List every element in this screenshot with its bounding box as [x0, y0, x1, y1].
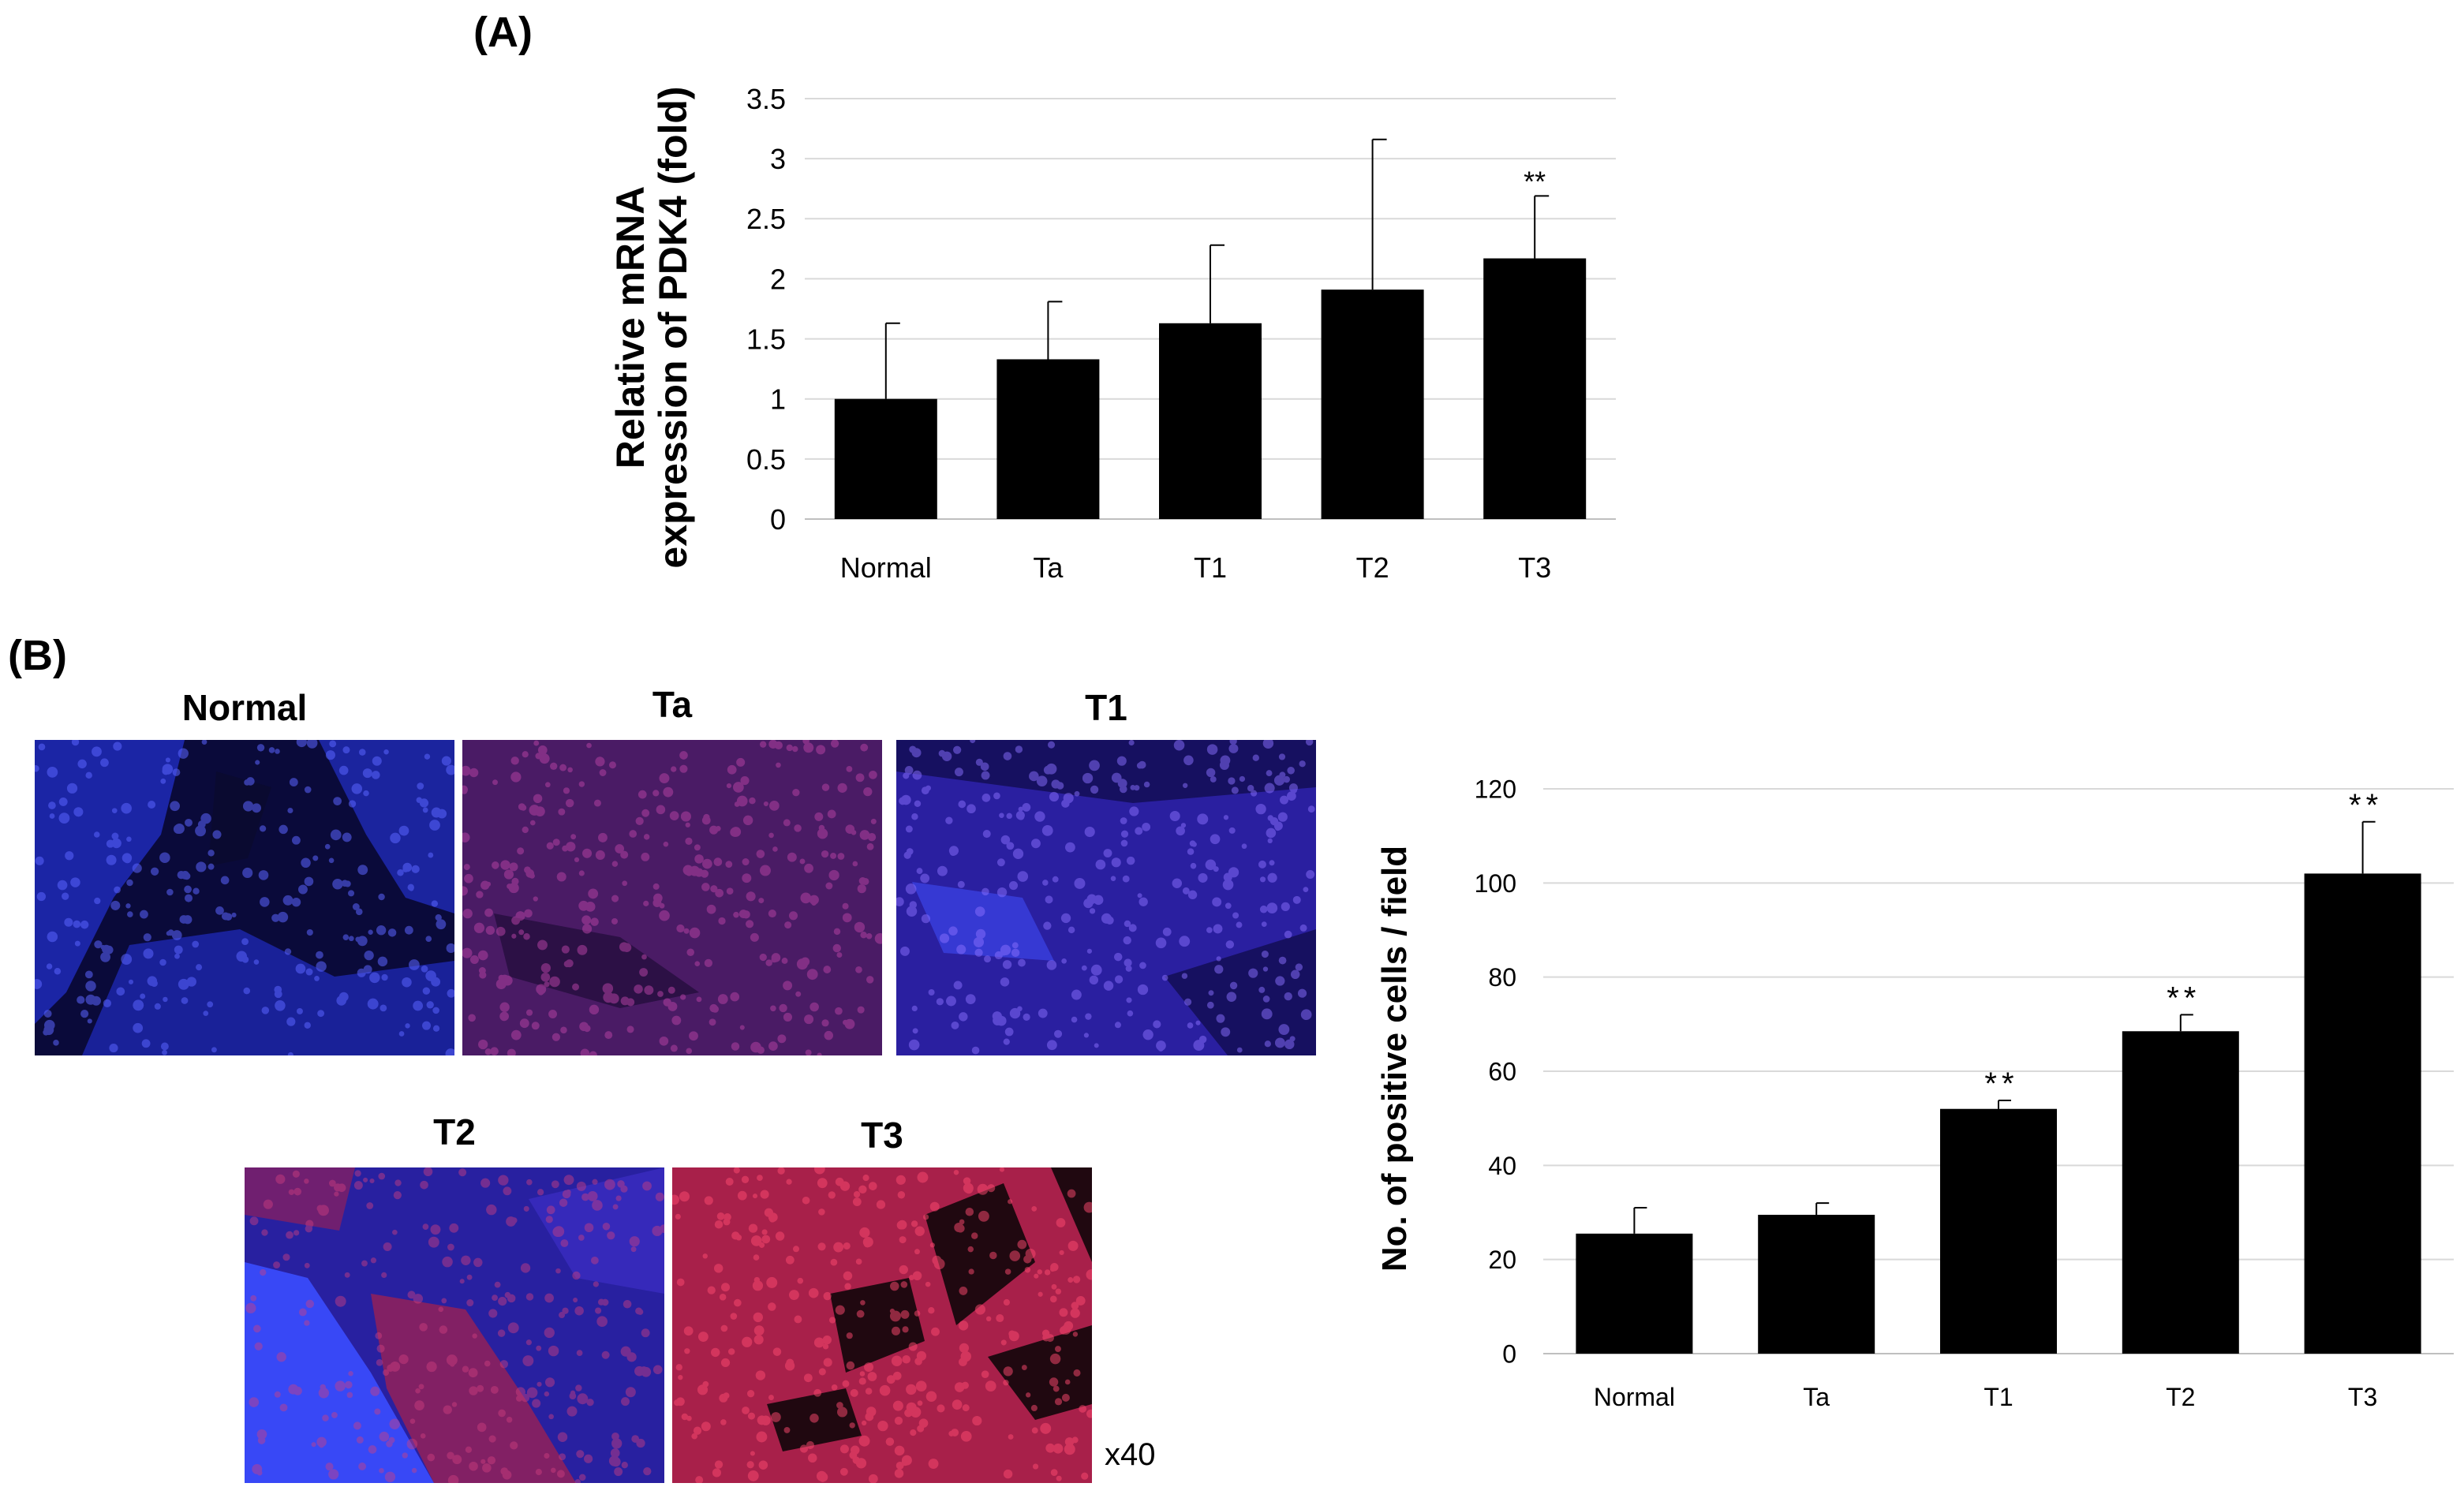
significance-label: ** — [1984, 1067, 2018, 1101]
x-tick-label: Ta — [1033, 551, 1064, 584]
bar-ta — [1758, 1214, 1875, 1354]
x-tick-label: T1 — [1984, 1383, 2013, 1411]
chart-a-ylabel-line2: expression of PDK4 (fold) — [651, 86, 695, 568]
x-tick-label: T3 — [1518, 551, 1551, 584]
magnification-label: x40 — [1105, 1437, 1156, 1472]
significance-label: ** — [1524, 165, 1546, 197]
y-tick-label: 20 — [1488, 1246, 1516, 1274]
chart-b-bars — [1576, 820, 2421, 1354]
bar-t2 — [2122, 1031, 2239, 1354]
panel-b-label: (B) — [8, 632, 67, 679]
image-title-t1: T1 — [1085, 687, 1127, 728]
bar-normal — [834, 398, 937, 519]
image-title-t3: T3 — [861, 1115, 903, 1156]
image-title-normal: Normal — [181, 687, 308, 728]
y-tick-label: 40 — [1488, 1152, 1516, 1180]
x-tick-label: T2 — [1356, 551, 1389, 584]
bar-normal — [1576, 1233, 1693, 1354]
micrograph-t3 — [672, 1167, 1092, 1483]
x-tick-label: Normal — [840, 551, 932, 584]
chart-b-positive-cells: 0 20 40 60 80 100 120 Normal Ta ** T1 ** T2 ** T3 No. … — [1375, 775, 2454, 1411]
chart-a-pdk4-mrna: 0 0.5 1 1.5 2 2.5 3 3.5 Normal Ta T1 T2 ** T3 Relativ… — [608, 83, 1616, 584]
y-tick-label: 2.5 — [746, 203, 786, 235]
y-tick-label: 120 — [1475, 775, 1516, 804]
chart-a-bars — [834, 138, 1587, 519]
y-tick-label: 1 — [770, 383, 786, 416]
significance-label: ** — [2167, 981, 2200, 1015]
panel-a-label: (A) — [473, 9, 533, 56]
bar-ta — [996, 359, 1100, 519]
y-tick-label: 80 — [1488, 963, 1516, 992]
y-tick-label: 3 — [770, 143, 786, 175]
y-tick-label: 0.5 — [746, 443, 786, 476]
image-title-ta: Ta — [652, 684, 693, 725]
y-tick-label: 3.5 — [746, 83, 786, 115]
bar-t3 — [1483, 258, 1587, 519]
x-tick-label: T1 — [1194, 551, 1227, 584]
x-tick-label: T3 — [2348, 1383, 2377, 1411]
y-tick-label: 0 — [770, 503, 786, 536]
image-title-t2: T2 — [433, 1111, 476, 1152]
bar-t2 — [1321, 290, 1424, 519]
x-tick-label: T2 — [2166, 1383, 2195, 1411]
bar-t3 — [2304, 873, 2421, 1354]
x-tick-label: Ta — [1803, 1383, 1830, 1411]
y-tick-label: 60 — [1488, 1058, 1516, 1086]
chart-b-tick-labels: 0 20 40 60 80 100 120 Normal Ta ** T1 ** T2 ** T3 — [1475, 775, 2383, 1411]
y-tick-label: 0 — [1502, 1340, 1516, 1369]
chart-b-ylabel: No. of positive cells / field — [1375, 846, 1414, 1272]
x-tick-label: Normal — [1594, 1383, 1675, 1411]
chart-a-tick-labels: 0 0.5 1 1.5 2 2.5 3 3.5 Normal Ta T1 T2 ** T3 — [746, 83, 1551, 584]
y-tick-label: 100 — [1475, 869, 1516, 898]
bar-t1 — [1940, 1108, 2057, 1354]
micrograph-t1 — [896, 740, 1316, 1055]
chart-a-ylabel-line1: Relative mRNA — [608, 186, 652, 469]
micrograph-normal — [35, 740, 454, 1055]
y-tick-label: 1.5 — [746, 323, 786, 356]
y-tick-label: 2 — [770, 263, 786, 295]
micrograph-ta — [462, 740, 882, 1055]
significance-label: ** — [2349, 788, 2383, 823]
bar-t1 — [1159, 323, 1262, 519]
micrograph-t2 — [245, 1167, 664, 1483]
